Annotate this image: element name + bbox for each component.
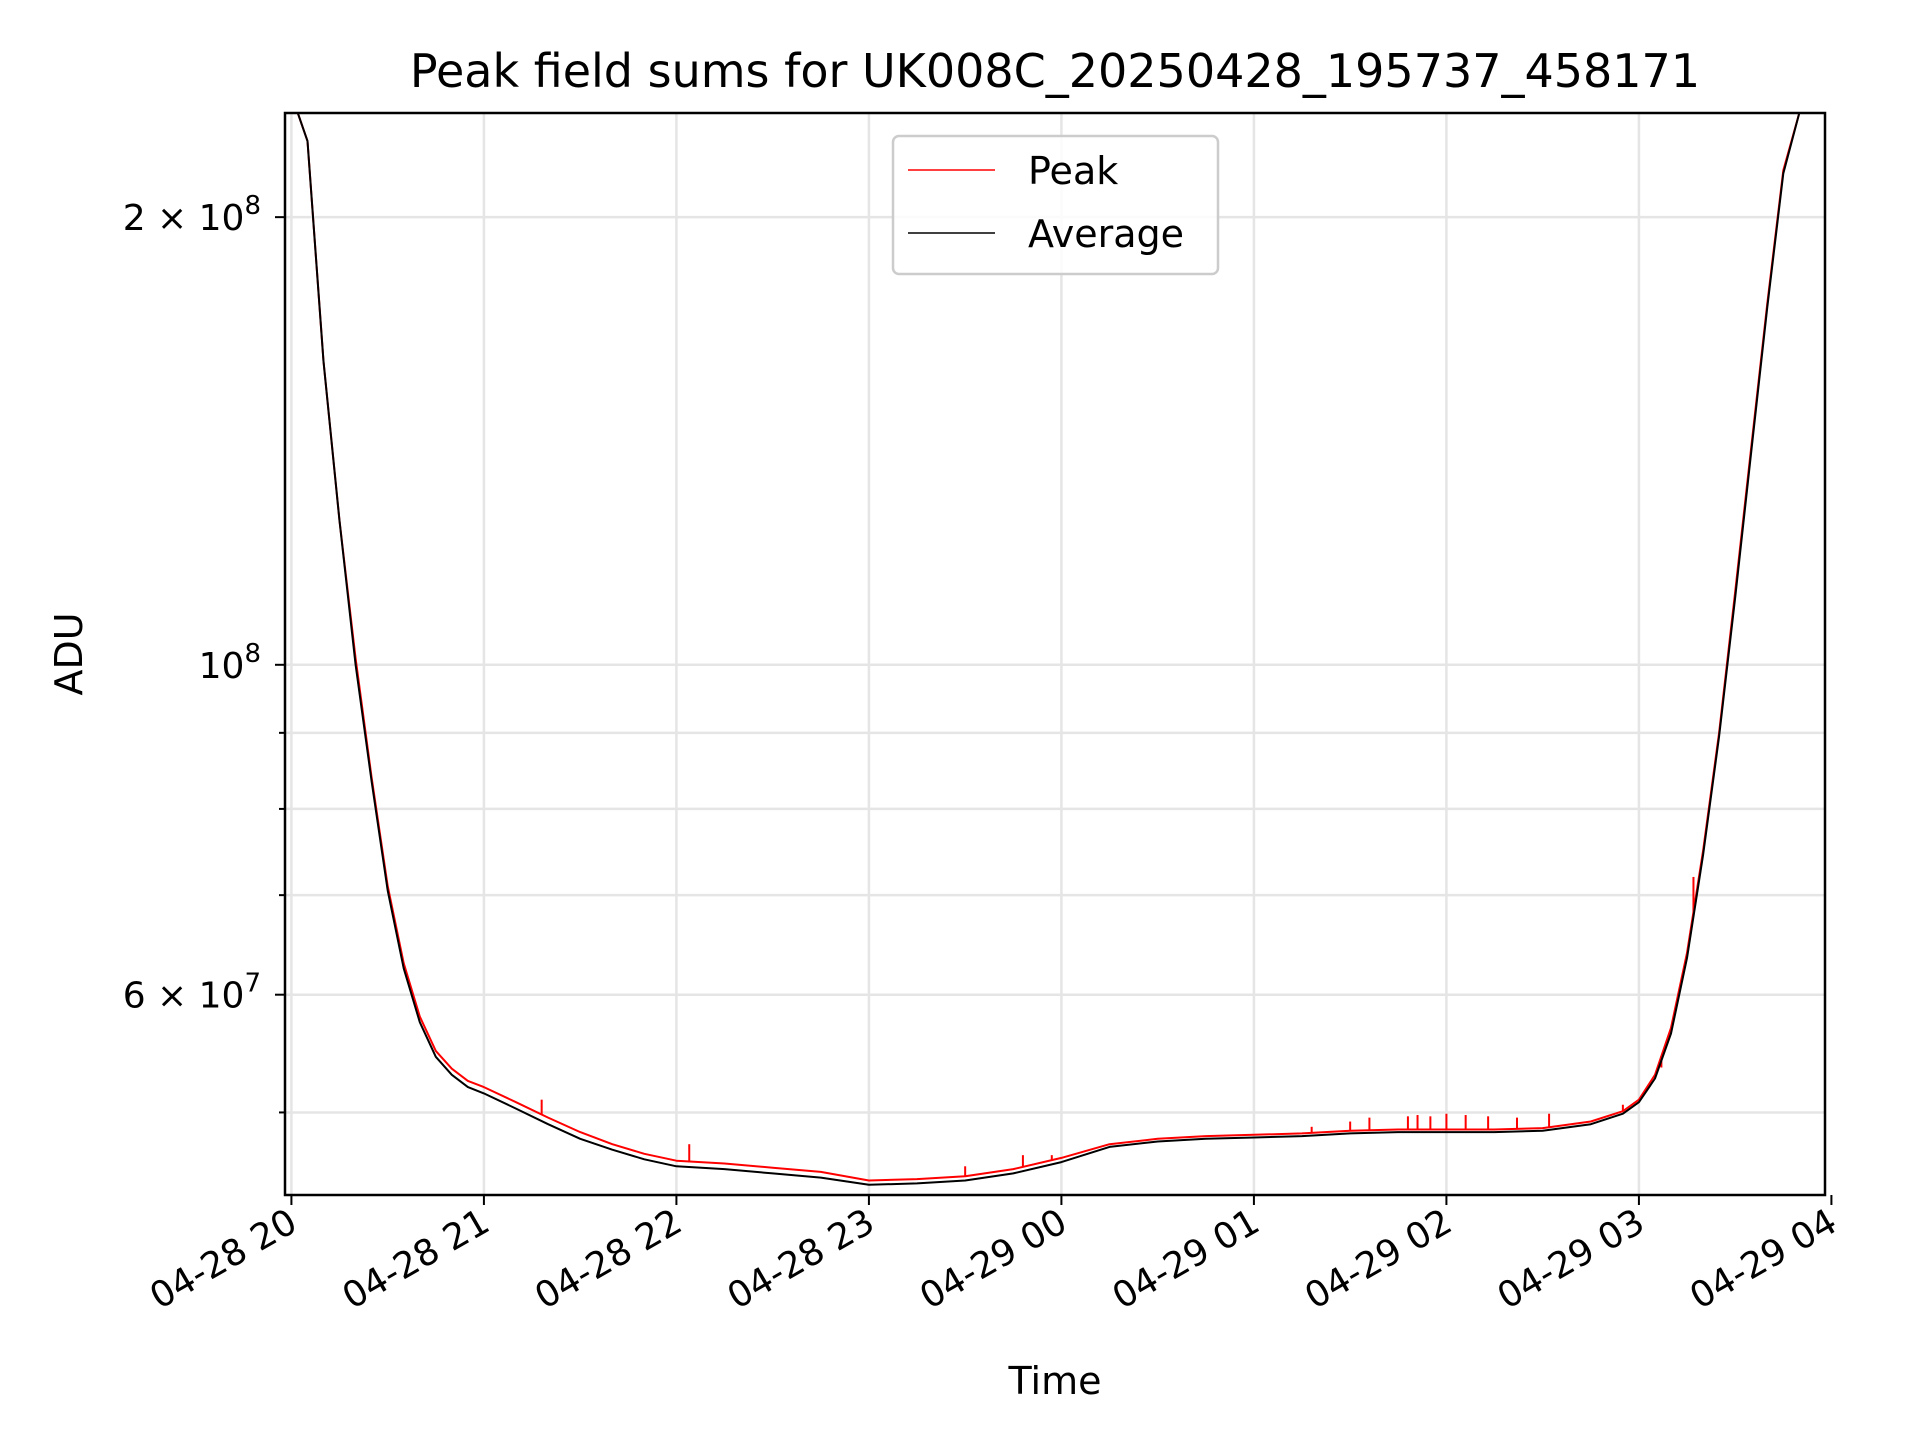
series-line-average: [285, 112, 1825, 1186]
y-tick-label: 6 × 107: [123, 969, 261, 1017]
y-tick-label: 2 × 108: [123, 191, 261, 239]
plot-area: [285, 112, 1825, 1186]
x-axis-label: Time: [1008, 1359, 1102, 1403]
grid-layer: [285, 113, 1825, 1195]
y-axis: 2 × 108 108 6 × 107: [123, 191, 285, 1114]
legend-label-average: Average: [1028, 212, 1184, 256]
plot-frame: [283, 111, 1827, 1197]
chart-title: Peak field sums for UK008C_20250428_1957…: [410, 44, 1700, 98]
y-tick-label: 108: [199, 639, 261, 687]
legend-label-peak: Peak: [1028, 149, 1118, 193]
y-axis-label: ADU: [47, 612, 91, 695]
legend: Peak Average: [891, 134, 1220, 276]
